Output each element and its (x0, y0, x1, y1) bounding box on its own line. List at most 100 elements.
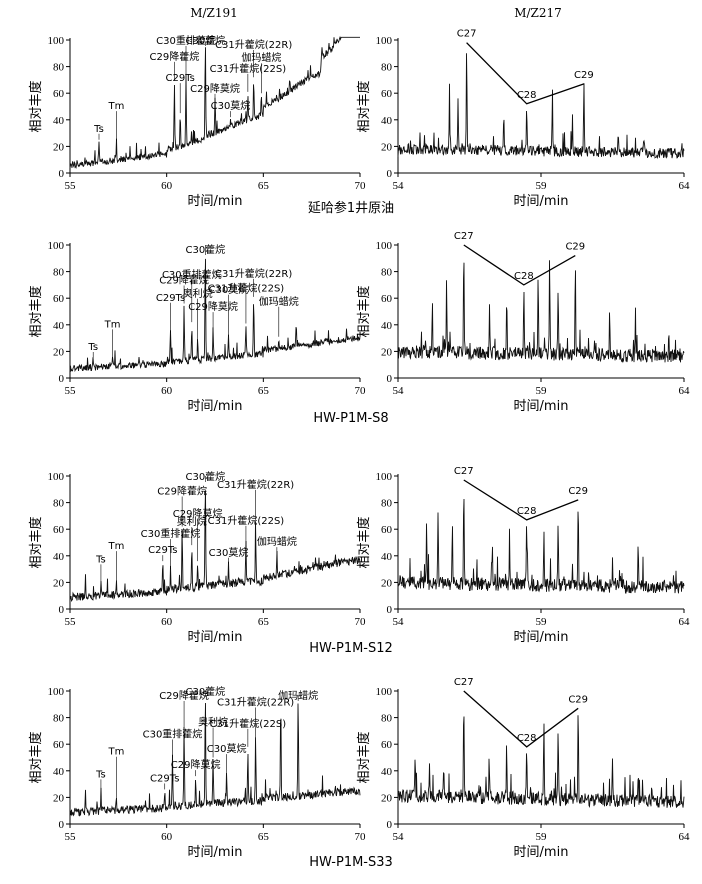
y-tick-label: 80 (381, 498, 393, 510)
x-tick-label: 64 (679, 180, 691, 192)
chromatogram-trace (69, 702, 361, 817)
peak-label: C30重排藿烷 (143, 728, 203, 741)
y-tick-label: 40 (53, 115, 65, 127)
x-tick-label: 65 (258, 616, 270, 628)
sample-caption: HW-P1M-S33 (309, 855, 393, 870)
y-tick-label: 60 (381, 88, 393, 100)
peak-label: C30莫烷 (209, 283, 249, 296)
peak-label: C31升藿烷(22R) (215, 38, 292, 51)
x-axis-label: 时间/min (514, 194, 569, 209)
x-axis-label: 时间/min (188, 630, 243, 645)
x-tick-label: 65 (258, 180, 270, 192)
y-tick-label: 0 (387, 604, 393, 616)
y-axis-label: 相对丰度 (28, 80, 44, 132)
y-tick-label: 20 (381, 577, 393, 589)
x-axis-label: 时间/min (514, 399, 569, 414)
peak-label: C29Ts (150, 773, 179, 784)
x-tick-label: 60 (161, 831, 173, 843)
x-tick-label: 70 (355, 616, 367, 628)
peak-label: Tm (107, 101, 124, 112)
y-axis-label: 相对丰度 (356, 285, 372, 337)
y-tick-label: 0 (387, 373, 393, 385)
peak-label: C31升藿烷(22R) (217, 478, 294, 491)
y-axis-label: 相对丰度 (28, 285, 44, 337)
y-tick-label: 60 (53, 293, 65, 305)
y-tick-label: 20 (381, 792, 393, 804)
peak-label: C30重排藿烷 (162, 268, 222, 281)
y-tick-label: 60 (53, 524, 65, 536)
chromatogram-trace (397, 260, 685, 364)
chromatogram-trace (397, 498, 685, 594)
peak-label: C29降莫烷 (171, 758, 221, 771)
y-tick-label: 20 (53, 577, 65, 589)
peak-label: C28 (517, 90, 537, 101)
y-tick-label: 100 (376, 35, 393, 47)
peak-label: C30藿烷 (185, 470, 225, 483)
peak-label: C31升藿烷(22S) (210, 717, 287, 730)
peak-label: C31升藿烷(22S) (208, 281, 285, 294)
peak-label: 奥利烷 (177, 515, 207, 528)
sterane-triangle (463, 690, 579, 748)
chromatogram-trace (397, 715, 685, 809)
x-tick-label: 65 (258, 385, 270, 397)
peak-label: C27 (454, 231, 474, 242)
y-tick-label: 0 (59, 373, 65, 385)
y-tick-label: 20 (53, 346, 65, 358)
y-tick-label: 40 (53, 766, 65, 778)
y-axis-label: 相对丰度 (356, 731, 372, 783)
peak-label: C31升藿烷(22R) (217, 696, 294, 709)
y-tick-label: 80 (53, 62, 65, 74)
x-axis-label: 时间/min (188, 399, 243, 414)
peak-label: C30莫烷 (207, 742, 247, 755)
x-tick-label: 59 (536, 831, 548, 843)
peak-label: Ts (87, 342, 98, 353)
peak-label: C29降藿烷 (157, 485, 207, 498)
y-tick-label: 100 (376, 240, 393, 252)
peak-label: C31升藿烷(22S) (208, 514, 285, 527)
peak-label: C29Ts (148, 545, 177, 556)
y-tick-label: 0 (59, 604, 65, 616)
sterane-triangle (463, 244, 576, 286)
chromatogram-trace (397, 53, 685, 160)
peak-label: Ts (93, 124, 104, 135)
x-tick-label: 55 (65, 180, 77, 192)
y-tick-label: 0 (387, 819, 393, 831)
peak-label: C29降藿烷 (150, 50, 200, 63)
peak-label: C28 (514, 271, 534, 282)
peak-label: C29降莫烷 (188, 300, 238, 313)
peak-label: Tm (107, 541, 124, 552)
y-tick-label: 80 (53, 267, 65, 279)
sterane-triangle (463, 479, 579, 521)
peak-label: C27 (454, 466, 474, 477)
peak-label: C30重排藿烷 (141, 527, 201, 540)
y-tick-label: 40 (53, 320, 65, 332)
peak-label: C30藿烷 (185, 243, 225, 256)
peak-label: C30莫烷 (211, 99, 251, 112)
peak-label: C29 (565, 242, 585, 253)
peak-label: C30藿烷 (185, 685, 225, 698)
peak-label: C30莫烷 (209, 546, 249, 559)
y-tick-label: 20 (381, 346, 393, 358)
y-tick-label: 100 (48, 35, 65, 47)
y-axis-label: 相对丰度 (356, 80, 372, 132)
x-axis-label: 时间/min (188, 194, 243, 209)
y-tick-label: 0 (59, 168, 65, 180)
y-tick-label: 100 (376, 686, 393, 698)
y-tick-label: 80 (53, 498, 65, 510)
peak-label: C31升藿烷(22S) (210, 62, 287, 75)
column-title-mz191: M/Z191 (190, 6, 238, 20)
x-axis-label: 时间/min (188, 845, 243, 860)
x-tick-label: 65 (258, 831, 270, 843)
x-tick-label: 70 (355, 180, 367, 192)
y-tick-label: 80 (381, 713, 393, 725)
y-tick-label: 60 (53, 88, 65, 100)
y-tick-label: 40 (381, 115, 393, 127)
x-tick-label: 70 (355, 831, 367, 843)
chromatogram-trace (69, 490, 361, 603)
peak-label: Tm (104, 319, 121, 330)
peak-label: 奥利烷 (198, 716, 228, 729)
